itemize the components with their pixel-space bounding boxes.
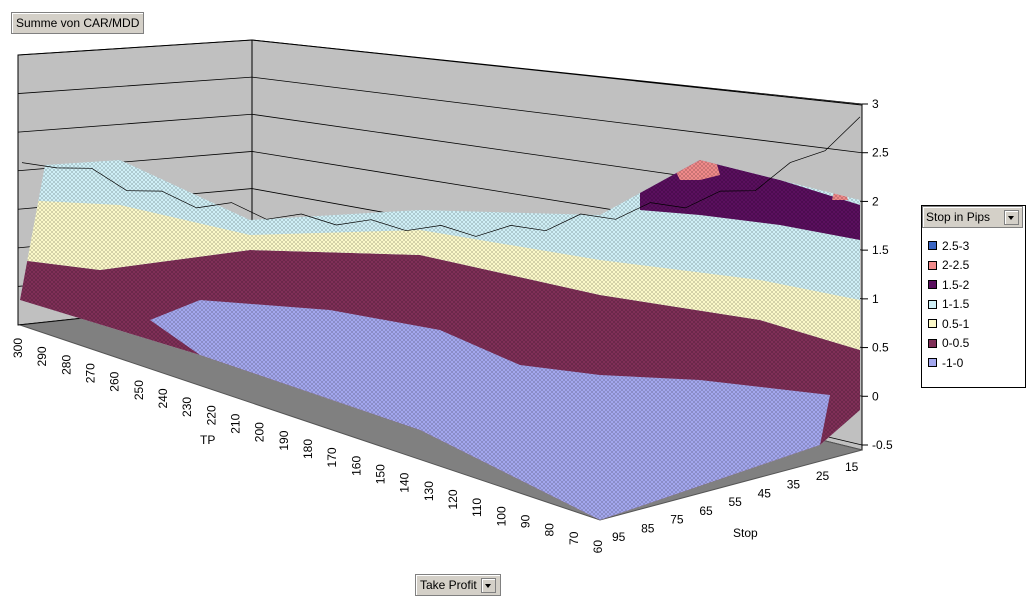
legend-item: 1-1.5 xyxy=(928,295,969,315)
tp-tick-label: 270 xyxy=(84,363,98,383)
legend-item: 0.5-1 xyxy=(928,314,969,334)
z-tick-label: 3 xyxy=(872,97,879,111)
legend-label: 1.5-2 xyxy=(942,277,970,292)
tp-tick-label: 60 xyxy=(591,540,605,554)
take-profit-label: Take Profit xyxy=(420,578,477,592)
legend-swatch xyxy=(928,319,937,329)
z-tick-label: 0.5 xyxy=(872,341,889,355)
legend-label: 2-2.5 xyxy=(942,258,970,273)
stop-tick-label: 55 xyxy=(729,495,743,509)
legend-swatch xyxy=(928,280,937,290)
tp-tick-label: 140 xyxy=(398,472,412,492)
legend-label: 1-1.5 xyxy=(942,297,970,312)
stop-axis-label: Stop xyxy=(733,526,758,540)
legend-swatch xyxy=(928,358,937,368)
stop-tick-label: 15 xyxy=(845,460,859,474)
tp-axis-label: TP xyxy=(200,433,215,447)
stop-tick-label: 45 xyxy=(758,486,772,500)
z-tick-label: 2.5 xyxy=(872,146,889,160)
z-tick-label: 1.5 xyxy=(872,243,889,257)
tp-tick-label: 100 xyxy=(494,506,508,526)
tp-tick-label: 150 xyxy=(374,464,388,484)
z-tick-label: 0 xyxy=(872,389,879,403)
gridline xyxy=(17,39,253,56)
tp-tick-label: 160 xyxy=(349,456,363,476)
tp-tick-label: 180 xyxy=(301,439,315,459)
dropdown-arrow-icon[interactable] xyxy=(1004,209,1019,225)
gridline xyxy=(17,113,253,133)
tp-tick-label: 210 xyxy=(229,413,243,433)
legend-label: 0-0.5 xyxy=(942,336,970,351)
tp-tick-label: 300 xyxy=(11,338,25,358)
tp-tick-label: 130 xyxy=(422,481,436,501)
legend: Stop in Pips 2.5-3 2-2.5 1.5-2 1-1.5 0.5-1 0-… xyxy=(921,205,1026,388)
legend-item: -1-0 xyxy=(928,353,969,373)
data-field-button[interactable]: Summe von CAR/MDD xyxy=(11,12,145,34)
legend-label: -1-0 xyxy=(942,355,964,370)
take-profit-field-button[interactable]: Take Profit xyxy=(415,574,501,596)
data-field-label: Summe von CAR/MDD xyxy=(16,16,140,30)
legend-label: 0.5-1 xyxy=(942,316,970,331)
stop-tick-label: 95 xyxy=(612,530,626,544)
stop-tick-label: 35 xyxy=(787,478,801,492)
gridline xyxy=(17,76,253,94)
tp-tick-label: 190 xyxy=(277,430,291,450)
surface-ridge xyxy=(21,116,861,237)
z-tick-label: 2 xyxy=(872,194,879,208)
legend-title: Stop in Pips xyxy=(926,210,991,224)
gridline xyxy=(251,39,863,105)
tp-tick-label: 110 xyxy=(470,498,484,517)
stop-tick-label: 65 xyxy=(699,504,713,518)
tp-tick-label: 70 xyxy=(567,531,581,545)
legend-swatch xyxy=(928,241,937,251)
tp-tick-label: 220 xyxy=(204,405,218,425)
tp-tick-label: 200 xyxy=(253,422,267,442)
legend-swatch xyxy=(928,260,937,270)
tp-tick-label: 170 xyxy=(325,447,339,467)
tp-tick-label: 240 xyxy=(156,388,170,408)
tp-tick-label: 290 xyxy=(35,346,49,366)
tp-tick-label: 260 xyxy=(108,371,122,391)
stop-tick-label: 75 xyxy=(670,513,684,527)
tp-tick-label: 230 xyxy=(180,397,194,417)
legend-label: 2.5-3 xyxy=(942,238,970,253)
tp-tick-label: 80 xyxy=(543,523,557,537)
z-tick-label: 1 xyxy=(872,292,879,306)
legend-swatch xyxy=(928,338,937,348)
tp-tick-label: 120 xyxy=(446,489,460,509)
z-tick-label: -0.5 xyxy=(872,438,893,452)
legend-item: 2-2.5 xyxy=(928,256,969,276)
gridline xyxy=(251,76,863,154)
stop-axis: 95 85 75 65 55 45 35 25 15 xyxy=(612,460,859,544)
legend-swatch xyxy=(928,299,937,309)
tp-tick-label: 250 xyxy=(132,380,146,400)
tp-tick-label: 280 xyxy=(59,355,73,375)
legend-item: 0-0.5 xyxy=(928,334,969,354)
z-axis: 3 2.5 2 1.5 1 0.5 0 -0.5 xyxy=(862,97,893,452)
legend-field-button[interactable]: Stop in Pips xyxy=(922,206,1023,228)
stop-tick-label: 85 xyxy=(641,521,655,535)
tp-axis: 300 290 280 270 260 250 240 230 220 210 200 190 180 1… xyxy=(11,338,605,554)
dropdown-arrow-icon[interactable] xyxy=(480,577,496,593)
legend-list: 2.5-3 2-2.5 1.5-2 1-1.5 0.5-1 0-0.5 -1-0 xyxy=(928,236,969,373)
stop-tick-label: 25 xyxy=(816,469,830,483)
legend-item: 1.5-2 xyxy=(928,275,969,295)
legend-item: 2.5-3 xyxy=(928,236,969,256)
tp-tick-label: 90 xyxy=(519,514,533,528)
